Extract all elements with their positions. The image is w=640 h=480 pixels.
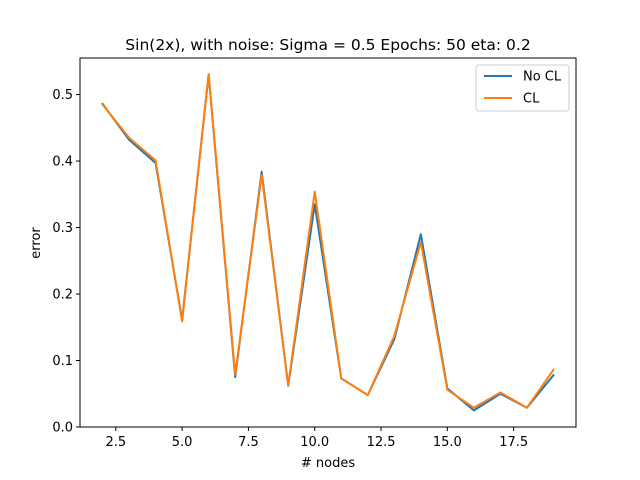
y-tick-label: 0.2: [52, 288, 73, 303]
y-tick-label: 0.0: [52, 421, 73, 436]
y-tick-label: 0.1: [52, 354, 73, 369]
legend-label-no-cl: No CL: [523, 70, 562, 85]
plot-lines: [101, 72, 555, 412]
chart-title: Sin(2x), with noise: Sigma = 0.5 Epochs:…: [125, 36, 530, 54]
legend-label-cl: CL: [523, 92, 540, 107]
x-tick-label: 12.5: [367, 435, 396, 450]
x-tick-label: 2.5: [105, 435, 126, 450]
y-tick-label: 0.3: [52, 221, 73, 236]
y-axis-label: error: [29, 227, 44, 259]
y-axis: 0.0 0.1 0.2 0.3 0.4 0.5: [52, 88, 80, 436]
y-tick-label: 0.4: [52, 155, 73, 170]
x-tick-label: 10.0: [300, 435, 329, 450]
x-axis-label: # nodes: [301, 456, 355, 471]
x-tick-label: 7.5: [238, 435, 259, 450]
legend: No CL CL: [475, 64, 570, 112]
y-tick-label: 0.5: [52, 88, 73, 103]
x-tick-label: 5.0: [172, 435, 193, 450]
series-line-cl: [101, 72, 555, 409]
x-axis: 2.5 5.0 7.5 10.0 12.5 15.0 17.5: [105, 427, 528, 450]
x-tick-label: 17.5: [499, 435, 528, 450]
x-tick-label: 15.0: [433, 435, 462, 450]
plot-frame: [79, 57, 577, 428]
